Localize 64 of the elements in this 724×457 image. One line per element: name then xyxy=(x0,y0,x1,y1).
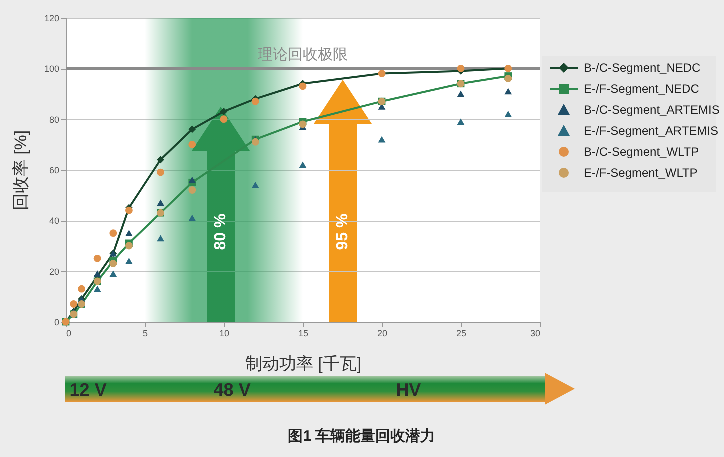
x-tick-label: 15 xyxy=(298,328,309,338)
point xyxy=(157,235,165,242)
x-tick-label: 20 xyxy=(377,328,388,338)
point xyxy=(188,126,196,134)
point xyxy=(94,254,102,262)
x-tick-label: 25 xyxy=(456,328,467,338)
point xyxy=(125,258,133,264)
legend-label: E-/F-Segment_ARTEMIS xyxy=(584,124,718,138)
y-tick-label: 60 xyxy=(49,166,60,176)
point xyxy=(157,156,165,164)
point xyxy=(188,140,196,148)
legend-label: B-/C-Segment_ARTEMIS xyxy=(584,103,720,117)
point xyxy=(125,206,133,214)
y-tick-label: 100 xyxy=(44,64,60,74)
point xyxy=(125,242,133,250)
x-tick-label: 0 xyxy=(66,328,72,338)
point xyxy=(110,230,118,238)
point xyxy=(157,168,165,176)
text: 48 V xyxy=(214,380,251,400)
y-axis-title: 回收率 [%] xyxy=(11,130,30,211)
point xyxy=(299,120,307,128)
point xyxy=(110,270,118,278)
point xyxy=(299,82,307,90)
point xyxy=(504,111,512,118)
y-tick-label: 0 xyxy=(54,318,60,328)
x-tick-label: 30 xyxy=(530,328,540,338)
point xyxy=(378,136,386,143)
point xyxy=(299,162,307,168)
text: 图1 车辆能量回收潜力 xyxy=(288,427,436,445)
point xyxy=(504,75,512,82)
point xyxy=(457,64,465,72)
legend-label: E-/F-Segment_WLTP xyxy=(584,166,698,180)
point xyxy=(94,286,102,292)
point xyxy=(188,176,196,184)
y-tick-label: 40 xyxy=(49,216,60,226)
point xyxy=(252,182,260,188)
legend-label: B-/C-Segment_NEDC xyxy=(584,61,702,75)
y-tick-label: 120 xyxy=(44,14,60,24)
annotation: 95 % xyxy=(334,214,352,250)
text: 12 V xyxy=(70,380,107,400)
x-axis-title: 制动功率 [千瓦] xyxy=(245,354,362,374)
x-tick-label: 5 xyxy=(142,328,148,338)
legend-label: B-/C-Segment_WLTP xyxy=(584,145,700,159)
point xyxy=(125,230,133,237)
y-tick-label: 20 xyxy=(49,266,60,277)
point xyxy=(188,214,196,222)
point xyxy=(157,200,165,206)
point xyxy=(252,98,260,106)
ref-line-label: 理论回收极限 xyxy=(258,46,348,64)
point xyxy=(94,270,102,278)
point xyxy=(70,300,78,308)
legend-label: E-/F-Segment_NEDC xyxy=(584,82,700,96)
x-tick-label: 10 xyxy=(219,328,230,338)
point xyxy=(78,285,86,293)
text: HV xyxy=(396,380,422,400)
point xyxy=(504,88,512,95)
point xyxy=(188,186,196,194)
point xyxy=(457,118,465,126)
annotation: 80 % xyxy=(212,214,230,250)
y-tick-label: 80 xyxy=(49,114,60,125)
point xyxy=(220,116,228,124)
point xyxy=(457,90,465,98)
point xyxy=(110,260,118,268)
point xyxy=(252,138,260,146)
